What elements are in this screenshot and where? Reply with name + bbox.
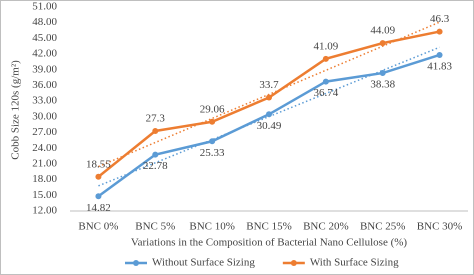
y-tick-label: 33.00 (32, 95, 57, 107)
data-point (209, 138, 216, 145)
data-label: 41.83 (427, 60, 452, 72)
data-label: 22.78 (143, 160, 168, 172)
y-tick-label: 48.00 (32, 16, 57, 28)
data-label: 41.09 (313, 40, 338, 52)
y-tick-label: 51.00 (32, 1, 57, 13)
y-tick-label: 27.00 (32, 126, 57, 138)
y-tick-label: 18.00 (32, 173, 57, 185)
data-label: 25.33 (200, 147, 225, 159)
data-label: 33.7 (259, 79, 279, 91)
data-point (379, 70, 386, 77)
legend-label: Without Surface Sizing (152, 257, 255, 269)
x-tick-label: BNC 30% (417, 221, 463, 233)
legend-marker (133, 260, 139, 266)
data-point (152, 127, 159, 134)
x-tick-label: BNC 20% (303, 221, 349, 233)
y-tick-label: 21.00 (32, 157, 57, 169)
data-point (322, 55, 329, 62)
data-label: 27.3 (146, 113, 166, 125)
y-tick-label: 15.00 (32, 189, 57, 201)
data-point (322, 78, 329, 85)
y-tick-label: 39.00 (32, 63, 57, 75)
data-label: 46.3 (430, 13, 450, 25)
data-point (152, 151, 159, 158)
legend-label: With Surface Sizing (310, 257, 399, 269)
trendline (98, 21, 440, 168)
data-label: 30.49 (257, 120, 282, 132)
data-label: 14.82 (86, 202, 111, 214)
data-point (436, 28, 443, 35)
data-label: 18.55 (86, 158, 111, 170)
data-label: 36.74 (313, 87, 338, 99)
data-point (266, 94, 272, 101)
data-point (379, 40, 386, 47)
legend-marker (290, 260, 297, 266)
y-tick-label: 45.00 (32, 32, 57, 44)
x-tick-label: BNC 10% (189, 221, 235, 233)
data-label: 44.09 (370, 25, 395, 37)
y-tick-label: 30.00 (32, 110, 57, 122)
data-point (95, 193, 102, 200)
data-point (209, 118, 216, 125)
x-tick-label: BNC 5% (135, 221, 175, 233)
data-point (266, 111, 272, 118)
y-tick-label: 42.00 (32, 48, 57, 60)
data-label: 38.38 (370, 79, 395, 91)
x-tick-label: BNC 25% (360, 221, 406, 233)
y-tick-label: 12.00 (32, 205, 57, 217)
x-tick-label: BNC 15% (246, 221, 292, 233)
x-tick-label: BNC 0% (78, 221, 118, 233)
x-axis-title: Variations in the Composition of Bacteri… (131, 237, 408, 249)
data-point (95, 173, 102, 180)
y-axis-title: Cobb Size 120s (g/m²) (10, 60, 22, 160)
y-tick-label: 36.00 (32, 79, 57, 91)
y-tick-label: 24.00 (32, 142, 57, 154)
data-point (436, 51, 443, 58)
data-label: 29.06 (200, 103, 225, 115)
